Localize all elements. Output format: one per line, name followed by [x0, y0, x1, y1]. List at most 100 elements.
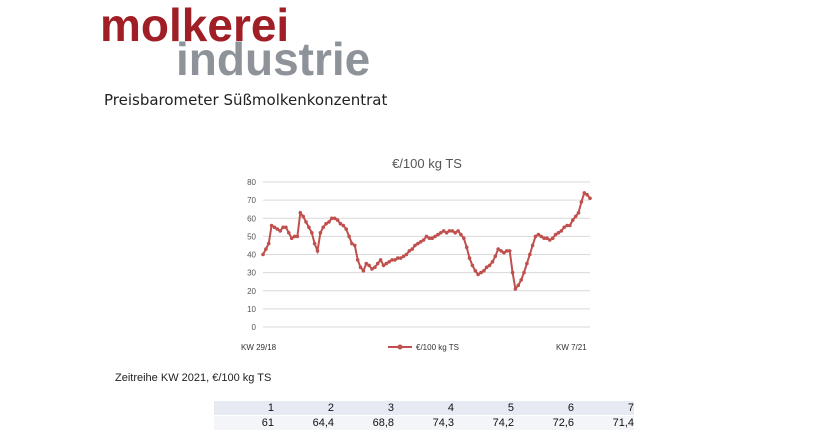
legend-label: €/100 kg TS [416, 343, 459, 352]
data-point [430, 236, 435, 240]
data-point [419, 240, 423, 244]
x-tick-last: KW 7/21 [556, 343, 587, 352]
data-point [324, 221, 328, 226]
chart-title: €/100 kg TS [392, 156, 462, 171]
data-point [536, 232, 541, 237]
data-point [424, 234, 429, 239]
data-point [473, 269, 478, 273]
y-tick-label: 10 [247, 305, 256, 314]
data-point [364, 261, 369, 266]
data-point [556, 231, 561, 235]
data-point [528, 252, 532, 257]
y-tick-label: 40 [247, 251, 256, 260]
series-points [261, 191, 592, 291]
table-cell-week: 1 [214, 401, 274, 416]
data-point [433, 234, 437, 239]
y-tick-label: 60 [247, 214, 256, 223]
data-point [513, 287, 518, 291]
page-subtitle: Preisbarometer Süßmolkenkonzentrat [104, 91, 388, 109]
data-point [413, 243, 417, 248]
table-cell-value: 74,3 [394, 415, 454, 430]
data-point [525, 261, 529, 266]
data-point [571, 218, 575, 222]
data-point [510, 270, 515, 275]
data-point [439, 231, 443, 235]
data-point [304, 220, 308, 224]
table-cell-value: 71,4 [574, 415, 634, 430]
data-point [545, 236, 549, 240]
data-point [530, 243, 535, 248]
data-point [295, 234, 300, 239]
y-tick-label: 20 [247, 287, 256, 296]
data-point [450, 229, 455, 233]
data-point [289, 236, 294, 240]
data-point [401, 254, 406, 259]
data-point [327, 220, 331, 224]
data-point [338, 221, 343, 226]
data-point [264, 247, 268, 251]
data-point [447, 229, 452, 233]
data-point [539, 234, 543, 239]
data-point [550, 236, 555, 240]
data-point [505, 249, 509, 253]
data-point [301, 214, 306, 219]
table-cell-value: 68,8 [334, 415, 394, 430]
data-point [384, 261, 389, 266]
data-point [542, 236, 546, 240]
data-point [398, 256, 403, 260]
logo-molkerei: molkerei [100, 0, 290, 51]
chart-gridlines [263, 181, 590, 328]
y-tick-label: 50 [247, 232, 256, 241]
data-point [292, 234, 297, 239]
table-cell-value: 61 [214, 415, 274, 430]
data-point [568, 223, 572, 228]
data-point [375, 261, 380, 266]
data-point [347, 234, 351, 239]
series-line [262, 191, 591, 292]
y-tick-label: 30 [247, 269, 256, 278]
data-point [519, 278, 523, 282]
data-point [565, 223, 569, 228]
table-cell-week: 6 [514, 401, 574, 416]
data-point [579, 200, 584, 204]
data-point [344, 227, 349, 231]
data-point [358, 265, 363, 270]
data-point [350, 241, 354, 246]
table-cell-week: 7 [574, 401, 634, 416]
data-point [269, 223, 274, 228]
data-point [407, 249, 412, 253]
data-point [381, 263, 386, 268]
data-point [459, 232, 463, 237]
data-point [416, 241, 420, 246]
data-point [421, 238, 426, 242]
table-row-values: 61 64,4 68,8 74,3 74,2 72,6 71,4 [214, 415, 634, 430]
data-point [373, 265, 377, 270]
data-point [487, 263, 492, 268]
chart-legend: €/100 kg TS [388, 343, 459, 352]
data-point [456, 229, 460, 233]
data-point [335, 218, 340, 222]
data-point [444, 231, 449, 235]
data-point [298, 211, 303, 215]
data-point [312, 241, 317, 246]
data-point [548, 238, 552, 242]
y-tick-label: 80 [247, 178, 256, 187]
data-point [393, 258, 397, 262]
data-point [559, 229, 564, 233]
data-point [318, 231, 323, 235]
x-tick-first: KW 29/18 [241, 343, 277, 352]
data-point [387, 260, 392, 264]
data-point [266, 241, 271, 246]
data-point [522, 270, 526, 275]
data-point [476, 272, 480, 277]
data-point [490, 260, 495, 264]
table-cell-value: 74,2 [454, 415, 514, 430]
price-line-chart: €/100 kg TS 0 10 20 30 40 50 60 70 80 KW 29/18 K… [241, 156, 592, 352]
data-point [261, 252, 265, 257]
table-cell-week: 4 [394, 401, 454, 416]
data-point [353, 243, 357, 248]
data-point [361, 269, 366, 273]
data-point [582, 191, 587, 195]
data-point [390, 258, 394, 262]
data-point [467, 256, 472, 260]
